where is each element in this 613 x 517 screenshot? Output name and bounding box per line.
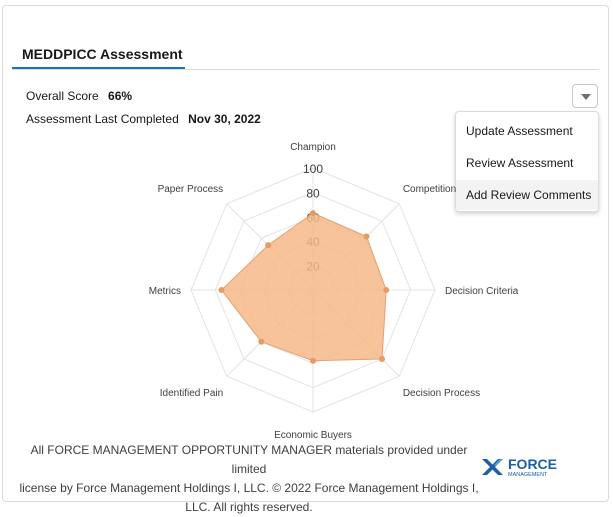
- radar-category-label: Paper Process: [158, 184, 224, 195]
- radar-category-label: Decision Criteria: [445, 286, 519, 297]
- radar-category-label: Metrics: [149, 286, 181, 297]
- radar-data-point: [310, 357, 316, 364]
- radar-data-point: [363, 233, 370, 240]
- radar-category-label: Champion: [290, 142, 336, 153]
- radar-category-label: Decision Process: [403, 388, 480, 399]
- active-tab-indicator: [12, 67, 185, 70]
- meddpicc-radar-chart: 20406080100 ChampionCompetitionDecision …: [149, 142, 519, 440]
- radar-series-area: [220, 212, 387, 362]
- card-title[interactable]: MEDDPICC Assessment: [22, 46, 183, 62]
- tab-divider: [12, 69, 599, 70]
- overall-score-label: Overall Score: [26, 89, 99, 103]
- menu-item-add-review-comments[interactable]: Add Review Comments: [456, 180, 598, 210]
- force-management-logo: FORCE MANAGEMENT: [482, 456, 557, 478]
- logo-text-sub: MANAGEMENT: [508, 472, 548, 478]
- last-completed-label: Assessment Last Completed: [26, 112, 179, 126]
- menu-item-review-assessment[interactable]: Review Assessment: [466, 156, 574, 170]
- footer-line-1: All FORCE MANAGEMENT OPPORTUNITY MANAGER…: [30, 443, 468, 476]
- footer-line-2: license by Force Management Holdings I, …: [19, 481, 479, 495]
- last-completed-row: Assessment Last Completed Nov 30, 2022: [26, 112, 261, 126]
- footer-line-3: LLC. All rights reserved.: [185, 500, 313, 514]
- chevron-down-icon: [581, 94, 591, 100]
- radar-data-point: [258, 338, 265, 345]
- actions-dropdown-button[interactable]: [572, 84, 598, 108]
- copyright-footer: All FORCE MANAGEMENT OPPORTUNITY MANAGER…: [14, 441, 484, 517]
- overall-score-value: 66%: [108, 89, 133, 103]
- radar-data-point: [265, 242, 272, 249]
- radar-tick-label: 80: [306, 186, 320, 200]
- logo-text-main: FORCE: [508, 456, 557, 472]
- radar-category-label: Economic Buyers: [274, 430, 352, 440]
- radar-category-label: Competition: [403, 184, 456, 195]
- radar-data-point: [383, 287, 390, 293]
- last-completed-value: Nov 30, 2022: [188, 112, 261, 126]
- menu-item-update-assessment[interactable]: Update Assessment: [466, 124, 573, 138]
- radar-series: [218, 210, 390, 364]
- actions-menu: Update Assessment Review Assessment Add …: [455, 111, 599, 212]
- overall-score-row: Overall Score 66%: [26, 89, 132, 103]
- radar-data-point: [218, 287, 225, 293]
- radar-category-label: Identified Pain: [160, 388, 223, 399]
- radar-data-point: [379, 356, 386, 363]
- radar-category-labels: Champion Competition Decision Criteria Deci…: [149, 142, 519, 440]
- radar-tick-label: 100: [303, 162, 323, 176]
- radar-data-point: [310, 210, 316, 217]
